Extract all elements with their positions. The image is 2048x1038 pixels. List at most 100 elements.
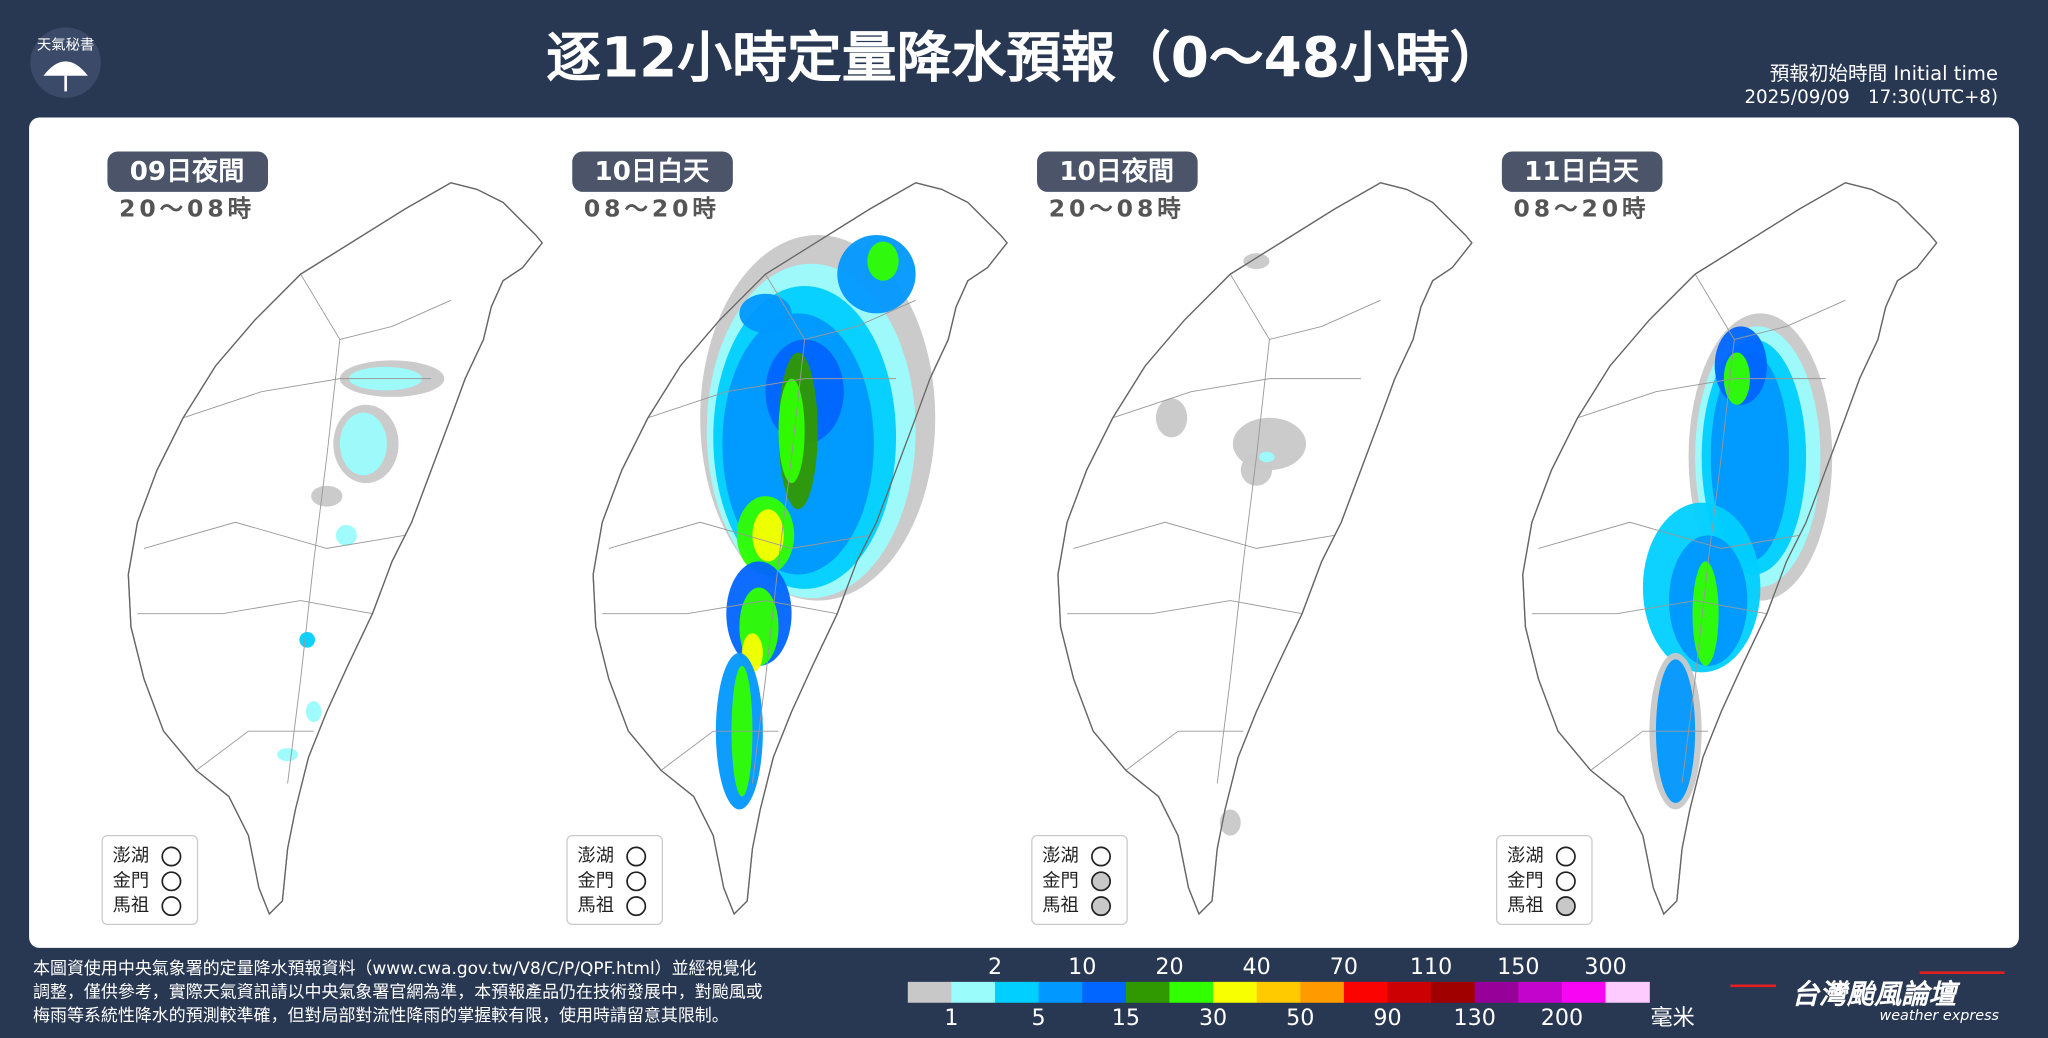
legend-swatch xyxy=(1387,981,1432,1003)
legend-swatch xyxy=(1169,981,1214,1003)
panel-hours: 20～08時 xyxy=(119,195,255,223)
county-border xyxy=(143,521,406,549)
county-border xyxy=(1229,273,1381,340)
panel-hours: 08～20時 xyxy=(1514,195,1650,223)
legend-label: 15 xyxy=(1112,1005,1140,1031)
panel-badge xyxy=(107,151,269,192)
rain-area xyxy=(311,485,343,507)
legend-label: 30 xyxy=(1199,1005,1227,1031)
rain-area xyxy=(335,524,357,546)
county-border xyxy=(1590,730,1709,771)
legend-label: 300 xyxy=(1584,954,1626,980)
island-status xyxy=(161,846,182,867)
footer-note: 調整，僅供參考，實際天氣資訊請以中央氣象署官網為準，本預報產品仍在技術發展中，對… xyxy=(33,982,763,1002)
island-label: 金門 xyxy=(577,870,614,891)
initial-time-label: 預報初始時間 Initial time xyxy=(1770,62,1998,85)
rain-area xyxy=(1219,809,1241,836)
legend-label: 10 xyxy=(1068,954,1096,980)
legend-swatch xyxy=(1561,981,1607,1003)
map-card xyxy=(29,117,2019,948)
island-label: 金門 xyxy=(113,870,150,891)
legend-swatch xyxy=(1213,981,1258,1003)
county-border xyxy=(1112,378,1361,419)
county-border xyxy=(183,378,432,419)
county-border xyxy=(602,600,838,615)
county-border xyxy=(1531,600,1768,615)
island-label: 馬祖 xyxy=(113,895,150,916)
legend-label: 1 xyxy=(944,1005,958,1031)
island-status xyxy=(626,846,647,867)
island-status xyxy=(1091,871,1112,892)
rain-area xyxy=(1692,561,1719,666)
legend-label: 2 xyxy=(988,954,1002,980)
rain-area xyxy=(1243,253,1270,269)
island-status xyxy=(1091,846,1112,867)
island-status xyxy=(161,896,182,917)
county-border xyxy=(1067,600,1303,615)
legend-label: 5 xyxy=(1032,1005,1046,1031)
legend-swatch xyxy=(1256,981,1301,1003)
island-label: 澎湖 xyxy=(113,846,150,867)
island-status xyxy=(1091,896,1112,917)
footer-note: 梅雨等系統性降水的預測較準確，但對局部對流性降雨的掌握較有限，使用時請留意其限制… xyxy=(33,1005,729,1026)
taiwan-outline xyxy=(127,182,544,916)
county-border xyxy=(660,730,779,771)
taiwan-outline xyxy=(1522,182,1938,916)
panel-title: 11日白天 xyxy=(1524,156,1640,187)
initial-time: 2025/09/09 17:30(UTC+8) xyxy=(1744,87,1998,108)
brand-name: 台灣颱風論壇 xyxy=(1792,980,1961,1011)
legend-label: 50 xyxy=(1286,1005,1314,1031)
county-border xyxy=(137,600,373,615)
rain-area xyxy=(778,378,805,484)
county-border xyxy=(1681,339,1735,784)
panel-title: 09日夜間 xyxy=(130,156,245,187)
legend-unit: 毫米 xyxy=(1650,1005,1694,1031)
island-status xyxy=(1555,846,1576,867)
rain-area xyxy=(1240,454,1273,486)
rain-area xyxy=(277,748,299,762)
county-border xyxy=(751,339,806,784)
legend-label: 130 xyxy=(1454,1005,1496,1031)
island-label: 澎湖 xyxy=(1042,846,1079,867)
county-border xyxy=(647,378,897,419)
rain-area xyxy=(867,241,899,281)
rain-area xyxy=(1155,398,1188,438)
legend-label: 20 xyxy=(1155,954,1183,980)
county-border xyxy=(608,521,871,549)
panel-badge xyxy=(1501,151,1663,192)
legend-label: 90 xyxy=(1373,1005,1401,1031)
panel-hours: 08～20時 xyxy=(584,195,720,223)
county-border xyxy=(195,730,314,771)
taiwan-outline xyxy=(1057,182,1473,916)
title: 逐12小時定量降水預報（0～48小時） xyxy=(546,26,1504,90)
panel-title: 10日夜間 xyxy=(1059,156,1174,187)
rain-area xyxy=(739,293,792,333)
island-label: 澎湖 xyxy=(1507,846,1544,867)
legend-label: 150 xyxy=(1497,954,1539,980)
island-status xyxy=(1555,896,1576,917)
footer-note: 本圖資使用中央氣象署的定量降水預報資料（www.cwa.gov.tw/V8/C/… xyxy=(33,958,757,979)
panel-badge xyxy=(1037,151,1198,192)
island-label: 馬祖 xyxy=(1507,895,1544,916)
island-status xyxy=(161,871,182,892)
legend-swatch xyxy=(1518,981,1563,1003)
island-status xyxy=(626,871,647,892)
logo-umbrella xyxy=(43,61,88,76)
county-border xyxy=(1577,378,1826,419)
legend-label: 70 xyxy=(1330,954,1358,980)
island-label: 金門 xyxy=(1507,870,1544,891)
county-border xyxy=(287,339,341,784)
county-border xyxy=(300,273,452,340)
legend-label: 40 xyxy=(1243,954,1271,980)
legend-swatch xyxy=(1125,981,1171,1003)
county-border xyxy=(1073,521,1335,549)
legend-swatch xyxy=(1343,981,1389,1003)
county-border xyxy=(1216,339,1270,784)
rain-area xyxy=(752,509,784,562)
